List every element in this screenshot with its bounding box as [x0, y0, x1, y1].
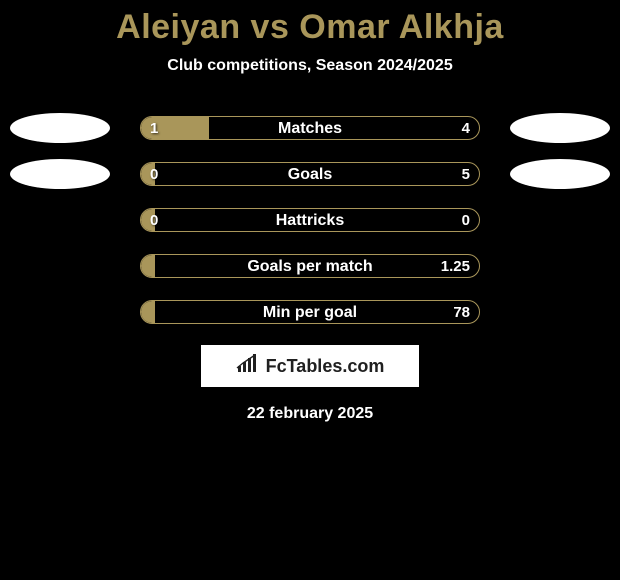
stat-right-value: 1.25 [441, 256, 470, 278]
stat-bar-track [140, 254, 480, 278]
stat-row: 1 Matches 4 [0, 115, 620, 143]
stat-row: Goals per match 1.25 [0, 253, 620, 281]
stat-bar-track [140, 116, 480, 140]
player-left-marker [10, 113, 110, 143]
stat-row: 0 Hattricks 0 [0, 207, 620, 235]
player-right-marker [510, 159, 610, 189]
stat-bar-fill [141, 255, 155, 277]
player-right-marker [510, 113, 610, 143]
stats-container: 1 Matches 4 0 Goals 5 0 Hattricks 0 Goal… [0, 115, 620, 327]
subtitle: Club competitions, Season 2024/2025 [0, 57, 620, 75]
stat-bar-track [140, 162, 480, 186]
stat-right-value: 78 [453, 302, 470, 324]
stat-row: 0 Goals 5 [0, 161, 620, 189]
page-title: Aleiyan vs Omar Alkhja [0, 0, 620, 47]
player-left-marker [10, 159, 110, 189]
stat-right-value: 4 [462, 118, 470, 140]
stat-left-value: 1 [150, 118, 158, 140]
stat-right-value: 0 [462, 210, 470, 232]
stat-left-value: 0 [150, 210, 158, 232]
stat-bar-track [140, 300, 480, 324]
date-label: 22 february 2025 [0, 405, 620, 423]
stat-bar-fill [141, 301, 155, 323]
stat-left-value: 0 [150, 164, 158, 186]
brand-badge: FcTables.com [201, 345, 419, 387]
bar-chart-icon [236, 354, 262, 379]
stat-bar-track [140, 208, 480, 232]
stat-right-value: 5 [462, 164, 470, 186]
stat-row: Min per goal 78 [0, 299, 620, 327]
brand-text: FcTables.com [266, 356, 385, 377]
